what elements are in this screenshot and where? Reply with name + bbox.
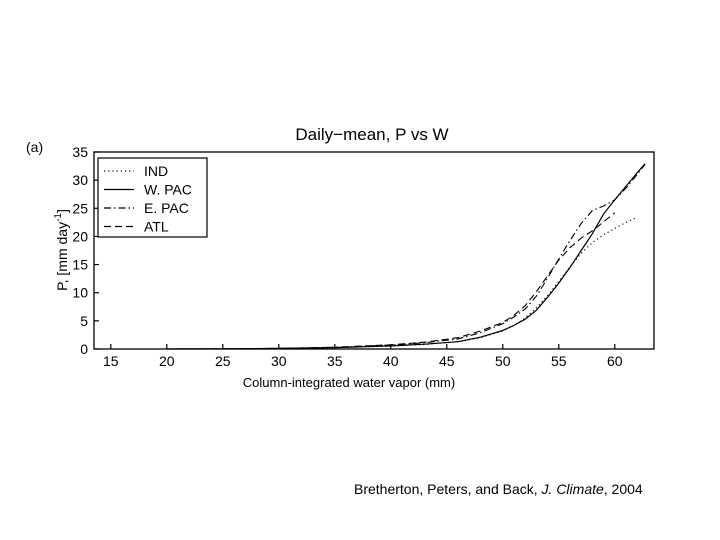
x-tick-label: 40	[383, 353, 399, 369]
legend-label: W. PAC	[144, 182, 192, 198]
y-axis-label-exponent: -1	[53, 213, 64, 222]
legend-box	[97, 157, 208, 238]
series-line-atl	[166, 212, 616, 350]
y-tick-label: 0	[80, 341, 88, 357]
y-axis-label: P, [mm day-1]	[53, 209, 70, 291]
y-axis-label-main: P, [mm day	[54, 222, 70, 291]
x-tick-label: 50	[495, 353, 511, 369]
x-tick-label: 55	[551, 353, 567, 369]
x-tick-label: 15	[103, 353, 119, 369]
y-tick-label: 5	[80, 313, 88, 329]
x-tick-label: 60	[607, 353, 623, 369]
series-line-w-pac	[166, 163, 646, 350]
legend-label: IND	[144, 163, 168, 179]
x-tick-label: 20	[159, 353, 175, 369]
y-tick-label: 25	[72, 200, 88, 216]
citation-authors: Bretherton, Peters, and Back,	[354, 481, 538, 497]
y-tick-label: 20	[72, 228, 88, 244]
y-tick-label: 15	[72, 257, 88, 273]
legend-entries: IND W. PAC E. PAC ATL	[104, 163, 192, 235]
y-tick-label: 30	[72, 172, 88, 188]
y-axis-label-bracket: ]	[54, 209, 70, 213]
y-tick-label: 10	[72, 285, 88, 301]
legend-label: ATL	[144, 219, 169, 235]
citation: Bretherton, Peters, and Back, J. Climate…	[354, 481, 643, 497]
legend-label: E. PAC	[144, 200, 189, 216]
panel-label: (a)	[26, 139, 43, 155]
series-line-ind	[166, 216, 638, 350]
x-axis-label: Column-integrated water vapor (mm)	[243, 375, 455, 390]
legend: IND W. PAC E. PAC ATL	[97, 157, 208, 238]
y-tick-label: 35	[72, 144, 88, 160]
chart-title: Daily−mean, P vs W	[295, 125, 448, 144]
series-line-e-pac	[166, 164, 646, 350]
series-layer	[166, 163, 646, 350]
x-tick-label: 45	[439, 353, 455, 369]
x-tick-label: 35	[327, 353, 343, 369]
x-tick-label: 30	[271, 353, 287, 369]
plot-frame	[93, 151, 655, 350]
citation-journal: J. Climate	[541, 481, 604, 497]
x-tick-label: 25	[215, 353, 231, 369]
citation-year: , 2004	[603, 481, 643, 497]
x-axis: 15 20 25 30 35 40 45 50 55 60	[103, 344, 623, 369]
y-axis: 0 5 10 15 20 25 30 35	[72, 144, 99, 357]
